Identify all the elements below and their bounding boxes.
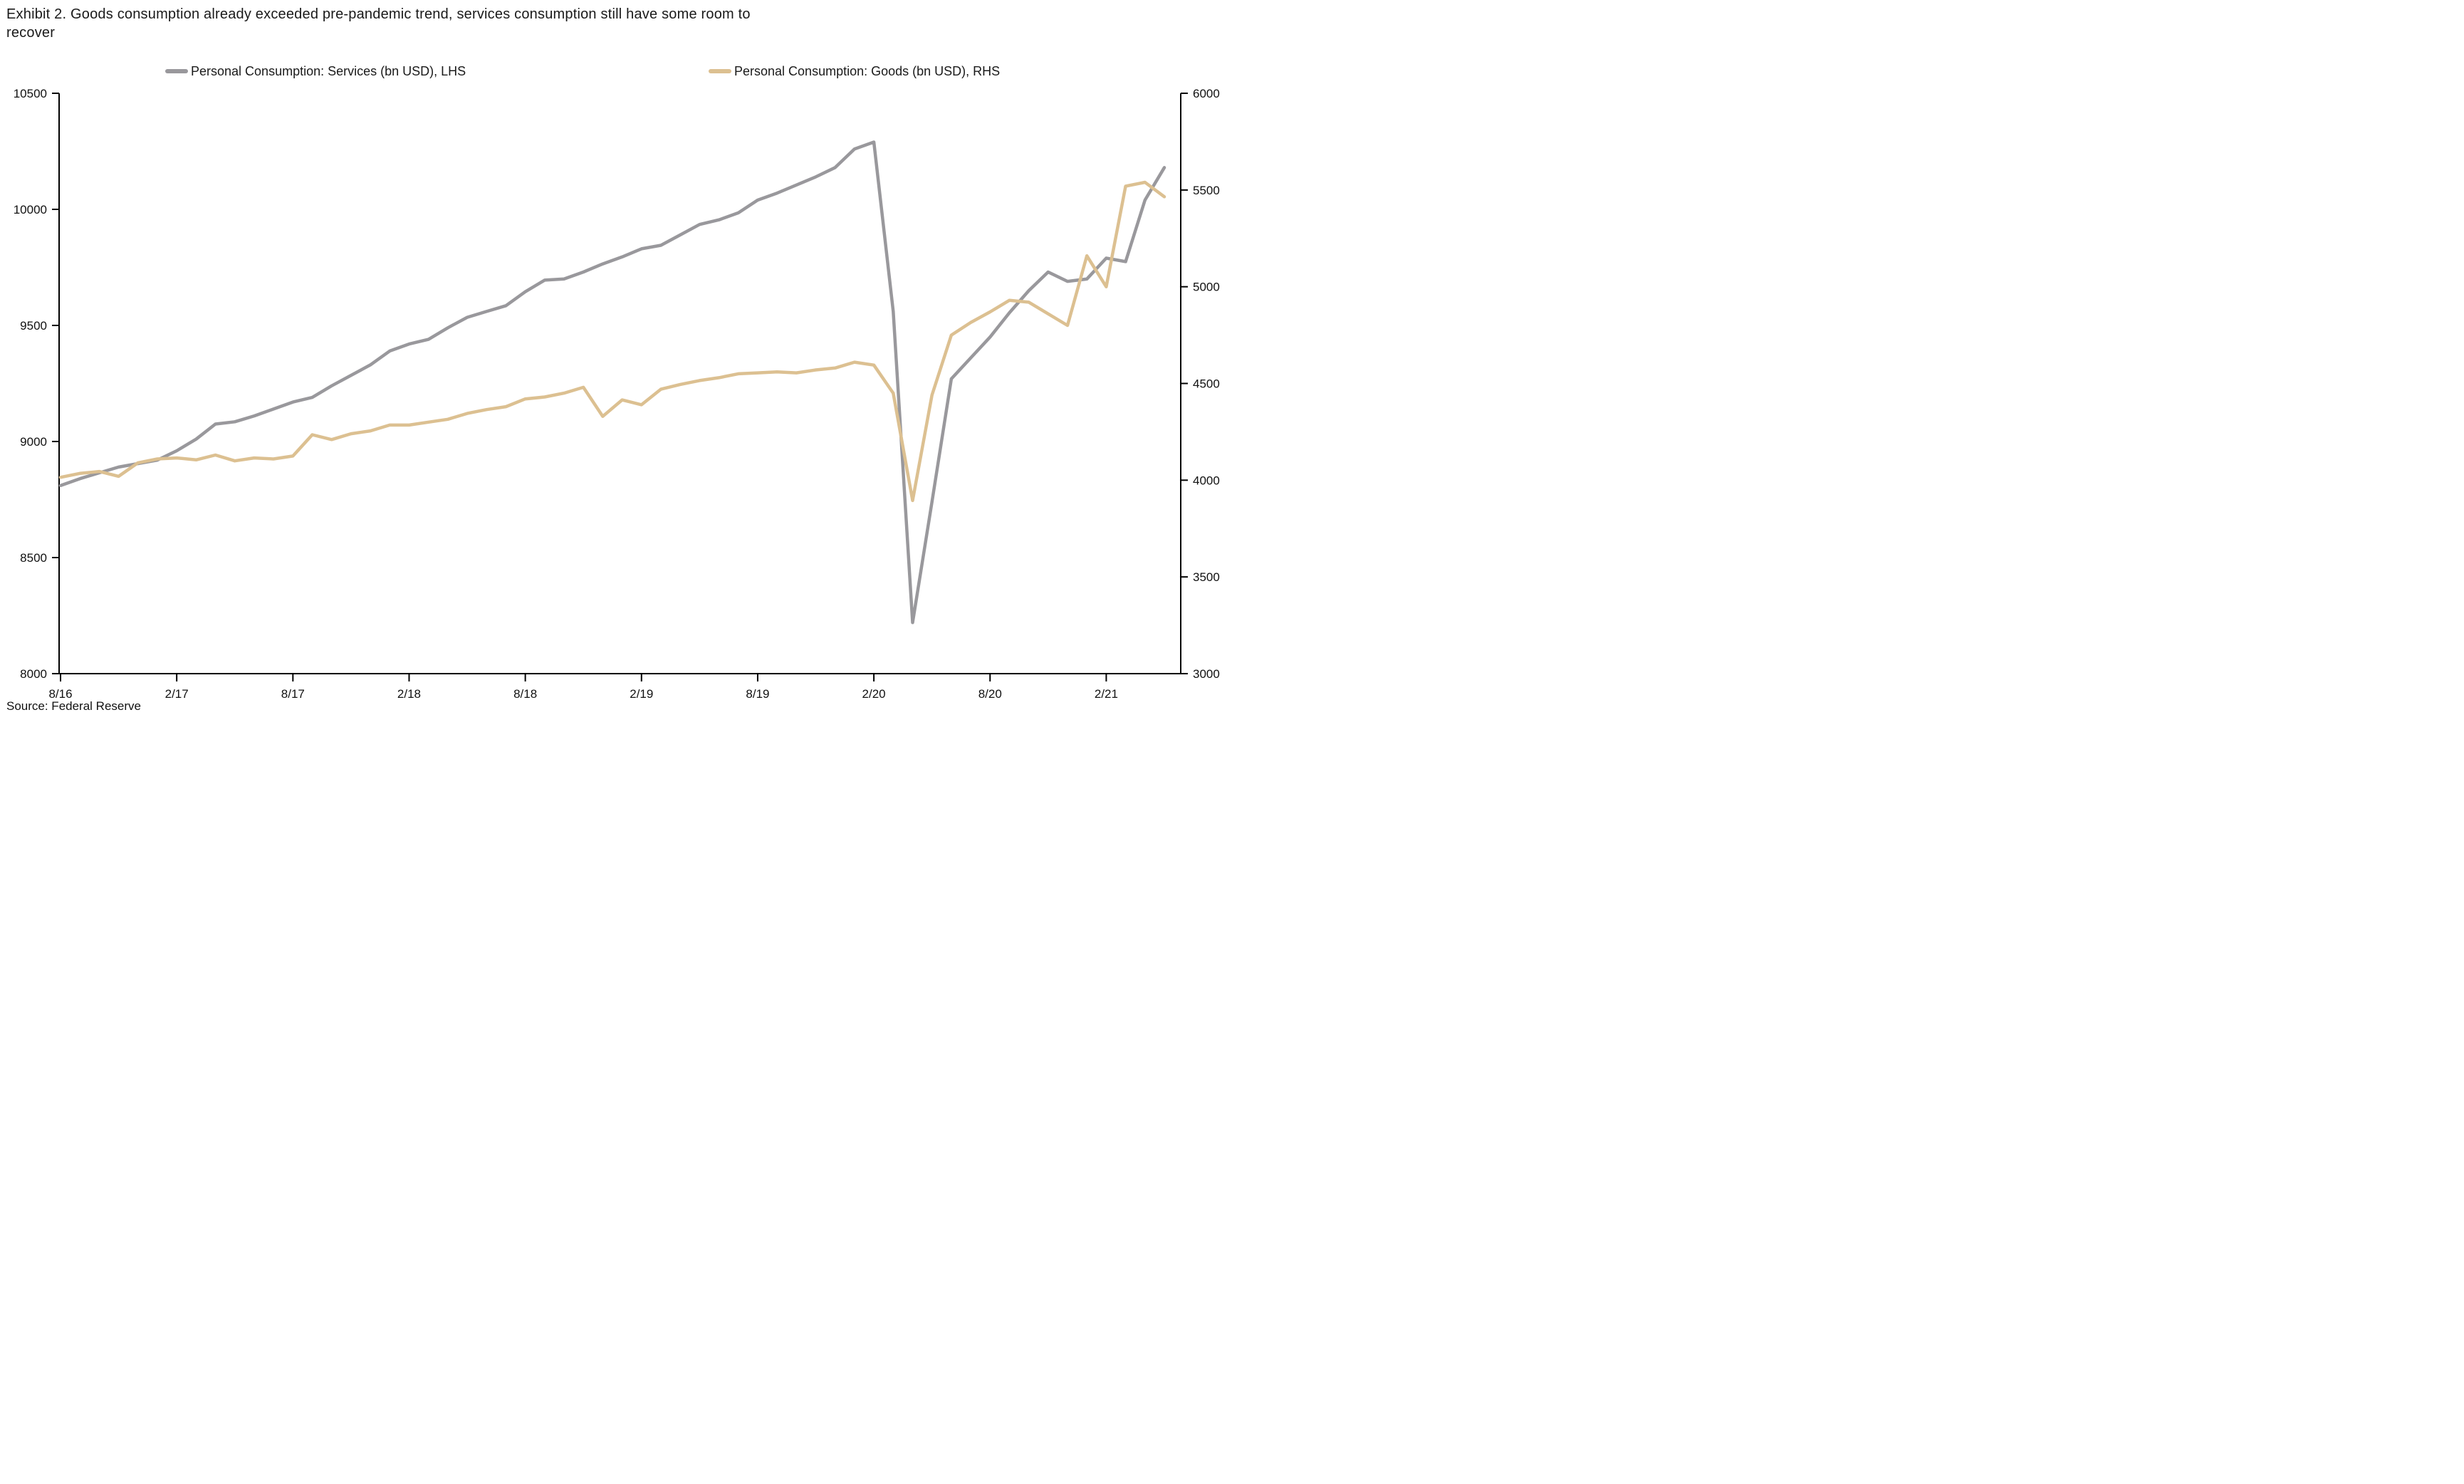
y-axis-right-tick-label: 3000 — [1193, 667, 1220, 681]
y-axis-right-tick-label: 4500 — [1193, 377, 1220, 391]
x-axis-tick-label: 8/16 — [48, 687, 72, 701]
legend-label-goods: Personal Consumption: Goods (bn USD), RH… — [734, 63, 1001, 78]
y-axis-right-tick-label: 5000 — [1193, 281, 1220, 294]
page: Exhibit 2. Goods consumption already exc… — [0, 0, 1232, 742]
y-axis-left-tick-label: 8000 — [20, 667, 47, 681]
chart-legend: Personal Consumption: Services (bn USD),… — [0, 63, 1232, 80]
y-axis-left-tick-label: 10000 — [14, 203, 47, 216]
x-axis-tick-label: 8/20 — [978, 687, 1002, 701]
legend-label-services: Personal Consumption: Services (bn USD),… — [191, 63, 466, 78]
chart-title-line1: Exhibit 2. Goods consumption already exc… — [6, 6, 751, 22]
y-axis-left-tick-label: 9500 — [20, 319, 47, 333]
x-axis-tick-label: 2/21 — [1095, 687, 1118, 701]
y-axis-left-tick-label: 8500 — [20, 551, 47, 565]
source-note: Source: Federal Reserve — [6, 699, 141, 713]
x-axis-tick-label: 8/18 — [513, 687, 537, 701]
x-axis-tick-label: 8/19 — [746, 687, 769, 701]
x-axis-tick-label: 2/17 — [165, 687, 189, 701]
x-axis-tick-label: 2/19 — [630, 687, 653, 701]
services-line-swatch-icon — [165, 69, 188, 73]
y-axis-left-tick-label: 9000 — [20, 435, 47, 449]
chart-svg: 8000 8500 9000 9500 10000 10500 3000 3500 4000 45… — [14, 87, 1220, 701]
y-axis-right-tick-label: 5500 — [1193, 184, 1220, 197]
x-axis-tick-label: 8/17 — [281, 687, 305, 701]
y-axis-right-tick-label: 3500 — [1193, 570, 1220, 584]
y-axis-right-tick-label: 6000 — [1193, 87, 1220, 100]
x-axis-tick-label: 2/20 — [862, 687, 886, 701]
x-axis-tick-label: 2/18 — [397, 687, 421, 701]
y-axis-left-tick-label: 10500 — [14, 87, 47, 100]
chart-title-line2: recover — [6, 25, 56, 41]
services-line — [58, 140, 1166, 625]
goods-line — [58, 180, 1166, 503]
legend-item-services: Personal Consumption: Services (bn USD),… — [165, 63, 466, 80]
chart-title: Exhibit 2. Goods consumption already exc… — [6, 5, 751, 42]
goods-line-swatch-icon — [709, 69, 731, 73]
y-axis-right-tick-label: 4000 — [1193, 474, 1220, 487]
legend-item-goods: Personal Consumption: Goods (bn USD), RH… — [709, 63, 1000, 80]
